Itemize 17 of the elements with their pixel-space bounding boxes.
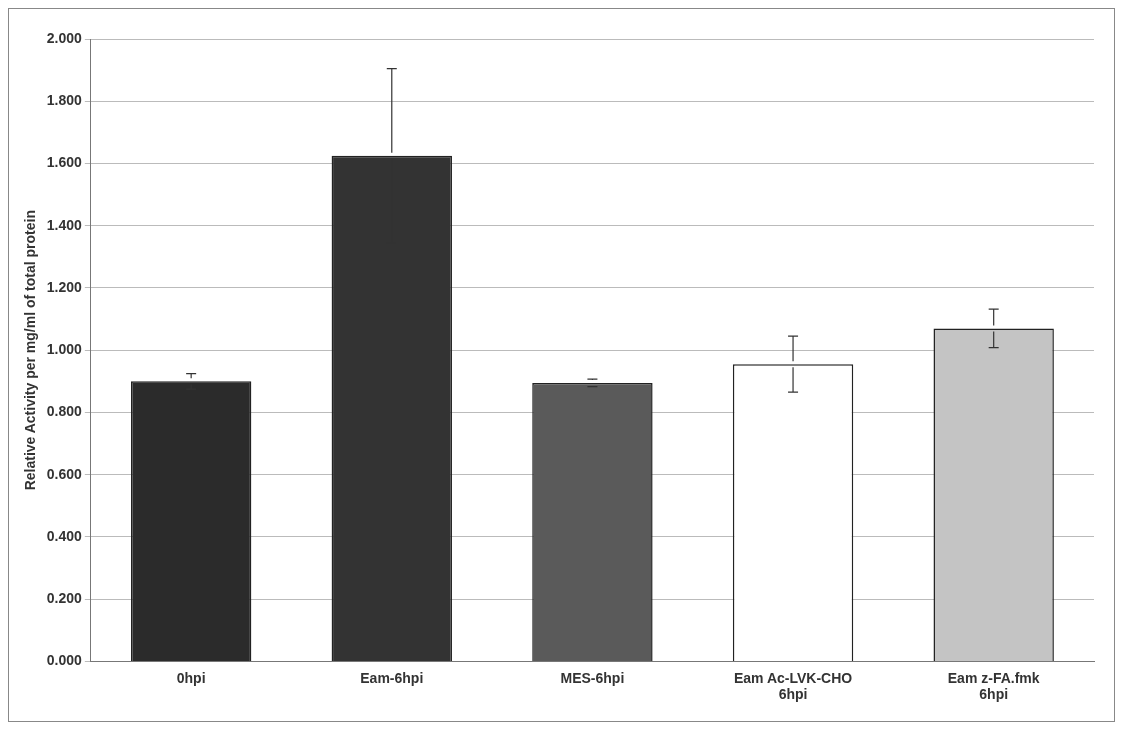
x-tick-label: 0hpi xyxy=(176,669,206,686)
x-tick-label: Eam Ac-LVK-CHO 6hpi xyxy=(733,669,853,703)
y-axis-title: Relative Activity per mg/ml of total protein xyxy=(22,210,39,491)
y-tick-label: 0.800 xyxy=(46,403,83,420)
y-tick-label: 1.000 xyxy=(46,341,83,358)
y-tick-label: 1.400 xyxy=(46,216,83,233)
y-tick-label: 0.200 xyxy=(46,590,83,607)
y-tick-label: 0.600 xyxy=(46,465,83,482)
y-tick-label: 0.000 xyxy=(46,652,83,669)
y-tick-label: 0.400 xyxy=(46,527,83,544)
x-tick-label: Eam z-FA.fmk 6hpi xyxy=(947,669,1040,703)
y-tick-label: 1.200 xyxy=(46,278,83,295)
x-tick-label: MES-6hpi xyxy=(560,669,625,686)
x-tick-label: Eam-6hpi xyxy=(360,669,424,686)
y-tick-label: 1.600 xyxy=(46,154,83,171)
y-tick-label: 1.800 xyxy=(46,92,83,109)
y-tick-label: 2.000 xyxy=(46,29,83,46)
